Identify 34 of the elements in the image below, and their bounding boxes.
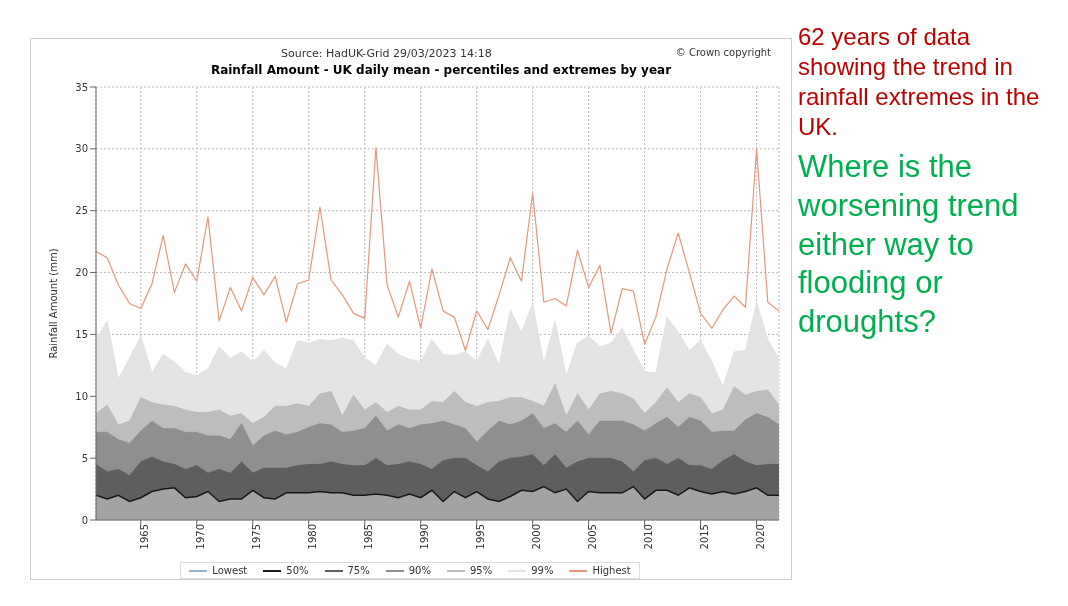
y-tick-label: 5 [81, 452, 88, 464]
chart-title: Rainfall Amount - UK daily mean - percentiles and extremes by year [209, 63, 673, 77]
x-tick-label: 1995 [474, 524, 486, 550]
legend-label: Highest [591, 565, 631, 576]
legend-label: Lowest [211, 565, 248, 576]
x-tick-label: 1975 [250, 524, 262, 550]
line-series [96, 147, 779, 352]
y-axis-title: Rainfall Amount (mm) [47, 248, 59, 359]
y-tick-label: 30 [75, 143, 88, 155]
text: © Crown copyright [675, 47, 771, 58]
x-tick-label: 2020 [754, 524, 766, 550]
y-tick-label: 20 [75, 267, 88, 279]
x-tick-label: 1970 [194, 524, 206, 550]
y-tick-label: 15 [75, 328, 88, 340]
text: 62 years of data showing the trend in rainfall extremes in the UK. [798, 22, 1041, 142]
x-tick-label: 1965 [138, 524, 150, 550]
x-tick-label: 2010 [642, 524, 654, 550]
legend-label: 90% [407, 565, 431, 576]
y-tick-label: 35 [75, 81, 88, 93]
x-tick-label: 2015 [698, 524, 710, 550]
x-tick-label: 2000 [530, 524, 542, 550]
x-tick-label: 1985 [362, 524, 374, 550]
text: Where is the worsening trend either way to flooding or droughts? [798, 148, 1020, 341]
legend-label: 75% [346, 565, 370, 576]
y-tick-label: 10 [75, 390, 88, 402]
x-tick-label: 1990 [418, 524, 430, 550]
y-tick-label: 0 [81, 514, 88, 526]
legend-label: 95% [468, 565, 493, 576]
legend-label: 50% [285, 565, 309, 576]
legend-label: 99% [530, 565, 554, 576]
x-tick-label: 1980 [306, 524, 318, 550]
chart-subtitle: Source: HadUK-Grid 29/03/2023 14:18 [281, 47, 492, 60]
y-tick-label: 25 [75, 205, 88, 217]
x-tick-label: 2005 [586, 524, 598, 550]
